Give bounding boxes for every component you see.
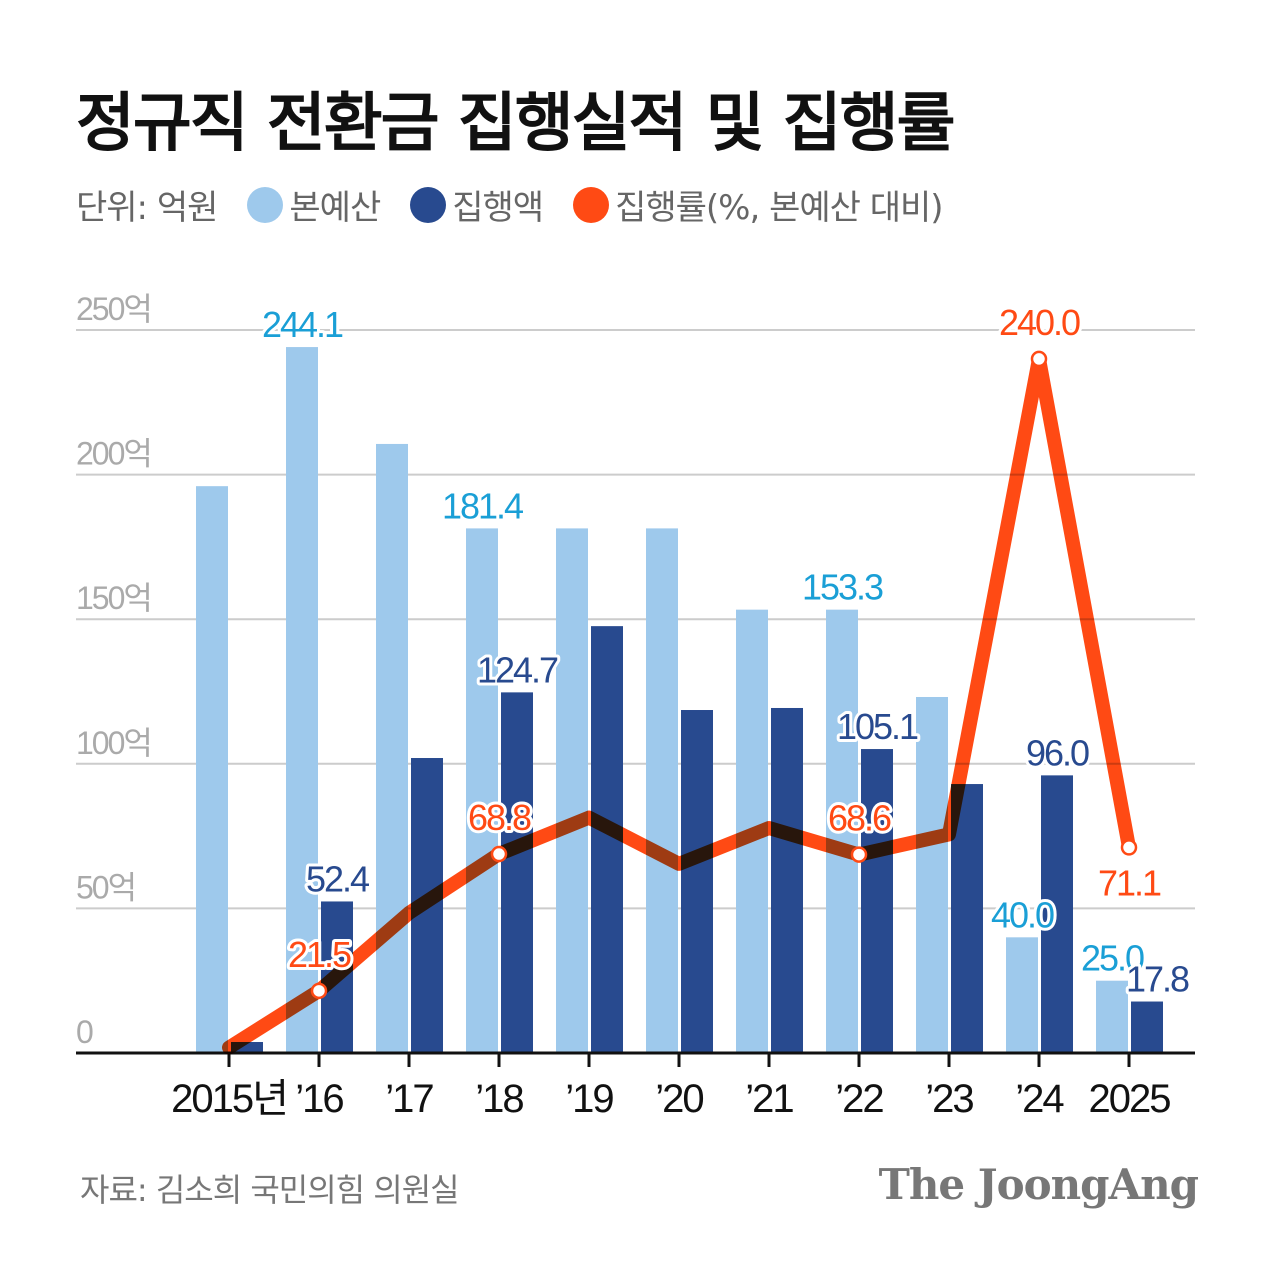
legend-swatch bbox=[247, 186, 284, 223]
x-tick-label: ’24 bbox=[1015, 1077, 1064, 1121]
legend-item-budget: 본예산 bbox=[247, 180, 381, 229]
label-rate: 71.1 bbox=[1098, 862, 1161, 903]
bar-executed bbox=[861, 749, 893, 1053]
label-budget: 244.1 bbox=[262, 304, 343, 345]
x-tick-label: ’18 bbox=[475, 1077, 523, 1121]
label-budget: 25.0 bbox=[1081, 938, 1144, 979]
label-rate: 68.6 bbox=[828, 798, 891, 839]
bar-executed bbox=[501, 692, 533, 1053]
bar-executed bbox=[681, 710, 713, 1053]
bar-executed bbox=[1131, 1001, 1163, 1053]
label-rate: 21.5 bbox=[288, 934, 351, 975]
legend-label: 본예산 bbox=[289, 188, 381, 228]
label-rate: 68.8 bbox=[468, 797, 531, 838]
legend-swatch bbox=[573, 186, 610, 223]
source-note: 자료: 김소희 국민의힘 의원실 bbox=[80, 1171, 460, 1209]
legend-label: 집행액 bbox=[452, 188, 544, 228]
label-executed: 17.8 bbox=[1126, 959, 1189, 1000]
y-tick-label: 100억 bbox=[76, 725, 151, 761]
rate-point bbox=[310, 982, 328, 1000]
label-executed: 96.0 bbox=[1026, 732, 1089, 773]
x-tick-label: 2025 bbox=[1089, 1077, 1171, 1121]
bar-budget bbox=[466, 528, 498, 1053]
y-tick-label: 250억 bbox=[76, 291, 151, 327]
bar-budget bbox=[916, 696, 948, 1053]
y-tick-label: 50억 bbox=[76, 869, 135, 905]
label-rate: 240.0 bbox=[999, 302, 1080, 343]
bar-budget bbox=[646, 528, 678, 1053]
bar-budget bbox=[826, 609, 858, 1053]
rate-point bbox=[1120, 839, 1138, 856]
rate-point bbox=[850, 846, 868, 863]
label-budget: 181.4 bbox=[442, 485, 523, 526]
brand-logo: The JoongAng bbox=[878, 1160, 1199, 1209]
chart-title: 정규직 전환금 집행실적 및 집행률 bbox=[76, 87, 955, 161]
bar-budget bbox=[196, 486, 228, 1054]
y-tick-label: 150억 bbox=[76, 580, 151, 616]
x-tick-label: ’22 bbox=[835, 1077, 883, 1121]
bar-budget bbox=[556, 528, 588, 1053]
legend-item-executed: 집행액 bbox=[410, 180, 544, 229]
bar-executed bbox=[1041, 775, 1073, 1053]
y-tick-label: 0 bbox=[76, 1014, 93, 1050]
label-budget: 40.0 bbox=[991, 894, 1054, 935]
x-tick-label: ’21 bbox=[745, 1077, 793, 1121]
bar-budget bbox=[286, 347, 318, 1053]
legend: 단위: 억원 본예산 집행액 집행률(%, 본예산 대비) bbox=[76, 180, 944, 229]
label-executed: 52.4 bbox=[306, 858, 369, 899]
bar-budget bbox=[1096, 980, 1128, 1053]
legend-swatch bbox=[410, 186, 447, 223]
x-tick-label: ’20 bbox=[655, 1077, 703, 1121]
x-tick-label: ’16 bbox=[295, 1077, 343, 1121]
bar-budget bbox=[376, 443, 408, 1053]
legend-item-rate: 집행률(%, 본예산 대비) bbox=[573, 180, 944, 229]
label-executed: 105.1 bbox=[837, 706, 918, 747]
legend-label: 집행률(%, 본예산 대비) bbox=[615, 188, 943, 228]
label-budget: 153.3 bbox=[802, 567, 883, 608]
rate-point bbox=[1030, 350, 1048, 368]
unit-label: 단위: 억원 bbox=[76, 188, 218, 228]
x-tick-label: 2015년 bbox=[171, 1077, 287, 1121]
y-tick-label: 200억 bbox=[76, 436, 151, 472]
bar-executed bbox=[231, 1042, 263, 1053]
rate-line bbox=[222, 351, 1136, 1055]
x-tick-label: ’17 bbox=[385, 1077, 433, 1121]
bar-executed bbox=[771, 707, 803, 1053]
rate-point bbox=[490, 845, 508, 863]
bar-budget bbox=[1006, 937, 1038, 1053]
x-tick-label: ’23 bbox=[925, 1077, 973, 1121]
x-tick-label: ’19 bbox=[565, 1077, 613, 1121]
label-executed: 124.7 bbox=[477, 649, 558, 690]
